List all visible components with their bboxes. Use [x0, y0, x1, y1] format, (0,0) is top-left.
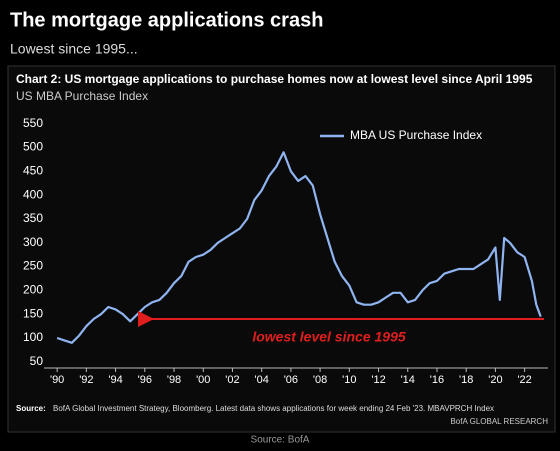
- y-tick-label: 200: [23, 283, 43, 297]
- x-tick-label: '98: [167, 374, 181, 386]
- y-tick-label: 450: [23, 164, 43, 178]
- x-tick-label: '22: [517, 374, 531, 386]
- chart-title: Chart 2: US mortgage applications to pur…: [16, 72, 533, 86]
- x-tick-label: '96: [138, 374, 152, 386]
- y-tick-label: 500: [23, 140, 43, 154]
- x-tick-label: '04: [254, 374, 268, 386]
- x-tick-label: '10: [342, 374, 356, 386]
- y-tick-label: 350: [23, 211, 43, 225]
- x-tick-label: '12: [371, 374, 385, 386]
- footer: Source: BofA: [251, 435, 310, 446]
- y-tick-label: 250: [23, 259, 43, 273]
- x-tick-label: '08: [313, 374, 327, 386]
- x-tick-label: '90: [50, 374, 64, 386]
- x-tick-label: '00: [196, 374, 210, 386]
- x-tick-label: '02: [225, 374, 239, 386]
- source-text: BofA Global Investment Strategy, Bloombe…: [53, 404, 494, 413]
- y-tick-label: 300: [23, 235, 43, 249]
- source-label: Source:: [16, 404, 46, 413]
- x-tick-label: '14: [401, 374, 415, 386]
- y-tick-label: 100: [23, 330, 43, 344]
- x-tick-label: '06: [284, 374, 298, 386]
- annotation-text: lowest level since 1995: [252, 329, 406, 345]
- legend-label: MBA US Purchase Index: [350, 128, 482, 142]
- y-tick-label: 550: [23, 116, 43, 130]
- credit: BofA GLOBAL RESEARCH: [450, 417, 548, 426]
- x-tick-label: '20: [488, 374, 502, 386]
- x-tick-label: '16: [430, 374, 444, 386]
- x-tick-label: '92: [79, 374, 93, 386]
- chart-panel: [7, 65, 556, 433]
- chart-subtitle: US MBA Purchase Index: [16, 89, 148, 103]
- y-tick-label: 150: [23, 306, 43, 320]
- y-tick-label: 400: [23, 187, 43, 201]
- x-tick-label: '18: [459, 374, 473, 386]
- page-subtitle: Lowest since 1995...: [10, 41, 138, 57]
- y-tick-label: 50: [30, 354, 44, 368]
- x-tick-label: '94: [108, 374, 122, 386]
- page-title: The mortgage applications crash: [10, 9, 323, 31]
